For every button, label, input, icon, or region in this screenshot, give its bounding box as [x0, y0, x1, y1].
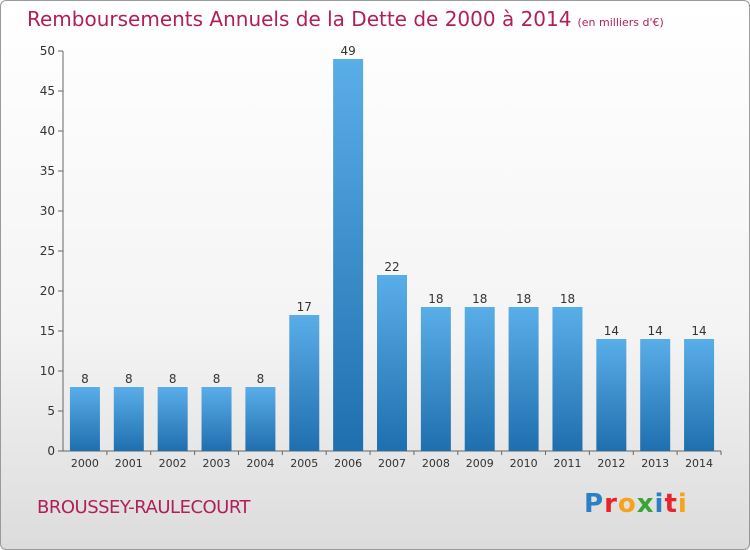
bar	[69, 387, 100, 451]
data-label: 8	[169, 372, 177, 386]
data-label: 8	[257, 372, 265, 386]
x-tick-label: 2009	[466, 457, 494, 470]
data-label: 18	[428, 292, 443, 306]
bar	[464, 307, 495, 451]
x-tick-label: 2011	[553, 457, 581, 470]
x-tick-label: 2005	[290, 457, 318, 470]
x-tick-label: 2014	[685, 457, 713, 470]
chart-title: Remboursements Annuels de la Dette de 20…	[27, 7, 664, 31]
logo-letter: i	[677, 489, 688, 519]
data-label: 8	[125, 372, 133, 386]
x-tick-label: 2013	[641, 457, 669, 470]
logo-letter: o	[617, 489, 637, 519]
logo-letter: x	[636, 489, 655, 519]
y-tick-label: 35	[40, 164, 55, 178]
bar	[640, 339, 671, 451]
x-tick-label: 2010	[510, 457, 538, 470]
bar	[377, 275, 407, 451]
y-tick-label: 0	[47, 444, 55, 458]
bar	[333, 59, 364, 451]
data-label: 49	[340, 44, 355, 58]
data-label: 22	[384, 260, 399, 274]
bar	[201, 387, 232, 451]
logo-letter: i	[654, 489, 665, 519]
data-label: 14	[648, 324, 663, 338]
x-tick-label: 2002	[159, 457, 187, 470]
bars: 8 8 8 8 8 17 49 22 18 18 18 18 14 14 14	[69, 44, 715, 451]
y-tick-label: 15	[40, 324, 55, 338]
bar	[508, 307, 539, 451]
x-tick-label: 2007	[378, 457, 406, 470]
data-label: 8	[213, 372, 221, 386]
axes: 0 5 10 15 20 25 30 35 40 45 50 2000 2001 2002 2003 2004…	[40, 44, 722, 470]
y-tick-label: 30	[40, 204, 55, 218]
bar	[157, 387, 188, 451]
chart-title-text: Remboursements Annuels de la Dette de 20…	[27, 7, 572, 31]
proxiti-logo[interactable]: Proxiti	[584, 489, 688, 519]
logo-letter: t	[664, 489, 678, 519]
data-label: 14	[604, 324, 619, 338]
x-tick-label: 2012	[597, 457, 625, 470]
x-tick-label: 2001	[115, 457, 143, 470]
chart-subtitle: (en milliers d'€)	[577, 16, 664, 29]
x-tick-label: 2000	[71, 457, 99, 470]
bar	[420, 307, 451, 451]
logo-letter: P	[584, 489, 605, 519]
x-tick-label: 2003	[203, 457, 231, 470]
bar	[245, 387, 276, 451]
y-tick-label: 25	[40, 244, 55, 258]
bar	[552, 307, 583, 451]
y-tick-label: 20	[40, 284, 55, 298]
y-tick-label: 40	[40, 124, 55, 138]
logo-letter: r	[604, 489, 618, 519]
bar	[289, 315, 320, 451]
y-tick-label: 5	[47, 404, 55, 418]
bar	[596, 339, 627, 451]
data-label: 17	[297, 300, 312, 314]
y-tick-label: 45	[40, 84, 55, 98]
data-label: 8	[81, 372, 89, 386]
y-tick-label: 50	[40, 44, 55, 58]
bar	[684, 339, 715, 451]
y-tick-label: 10	[40, 364, 55, 378]
data-label: 14	[691, 324, 706, 338]
commune-name: BROUSSEY-RAULECOURT	[37, 497, 251, 518]
data-label: 18	[472, 292, 487, 306]
x-tick-label: 2008	[422, 457, 450, 470]
x-tick-label: 2004	[246, 457, 274, 470]
data-label: 18	[516, 292, 531, 306]
bar	[113, 387, 144, 451]
data-label: 18	[560, 292, 575, 306]
x-tick-label: 2006	[334, 457, 362, 470]
